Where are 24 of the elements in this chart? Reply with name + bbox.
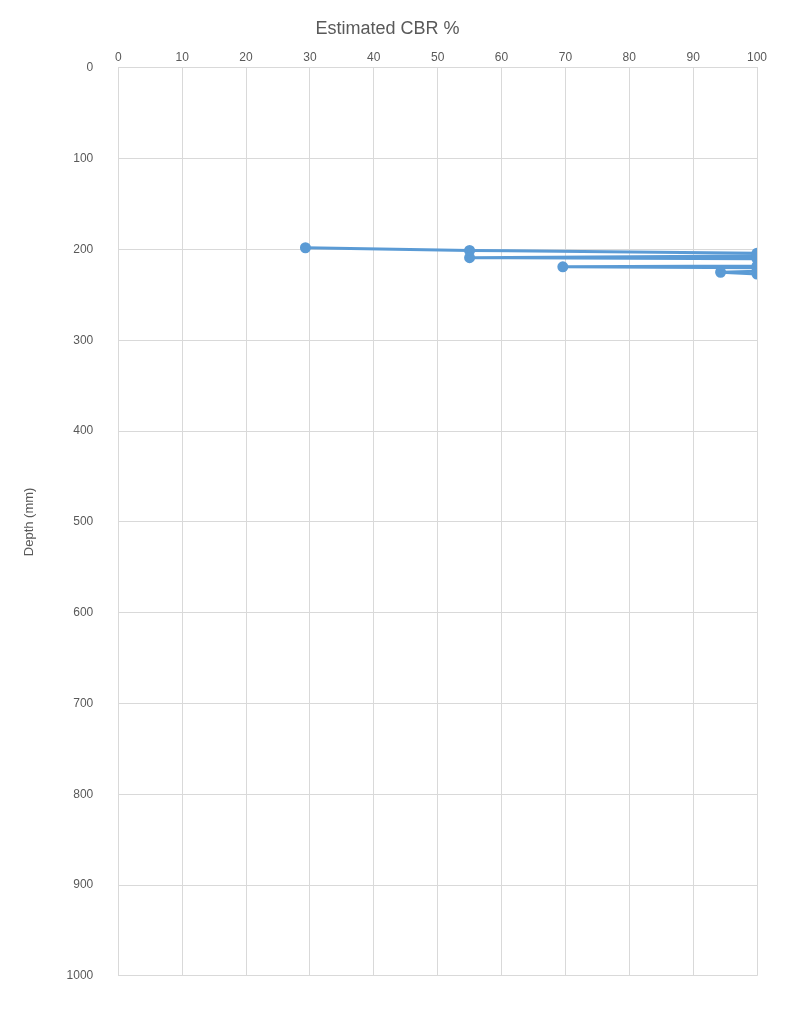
chart-title: Estimated CBR % (315, 17, 460, 38)
x-tick-label: 80 (622, 50, 637, 65)
y-axis-title: Depth (mm) (21, 487, 37, 557)
x-tick-label: 0 (114, 50, 122, 65)
y-tick-label: 0 (86, 60, 94, 75)
x-tick-label: 30 (303, 50, 317, 65)
x-tick-label: 90 (686, 50, 701, 65)
y-tick-label: 600 (73, 604, 94, 619)
y-tick-label: 100 (73, 151, 94, 166)
x-tick-label: 20 (239, 50, 254, 65)
y-tick-label: 800 (73, 786, 94, 801)
y-tick-label: 900 (73, 877, 94, 892)
y-tick-label: 700 (73, 695, 94, 710)
y-tick-label: 500 (73, 514, 94, 529)
y-tick-label: 300 (73, 332, 94, 347)
x-tick-label: 60 (494, 50, 509, 65)
x-tick-label: 100 (746, 50, 768, 65)
x-tick-label: 40 (367, 50, 381, 65)
x-tick-label: 70 (558, 50, 573, 65)
x-tick-label: 10 (175, 50, 190, 65)
x-tick-label: 50 (430, 50, 445, 65)
y-tick-label: 1000 (66, 968, 94, 983)
y-tick-label: 400 (73, 423, 94, 438)
y-tick-label: 200 (73, 241, 94, 256)
